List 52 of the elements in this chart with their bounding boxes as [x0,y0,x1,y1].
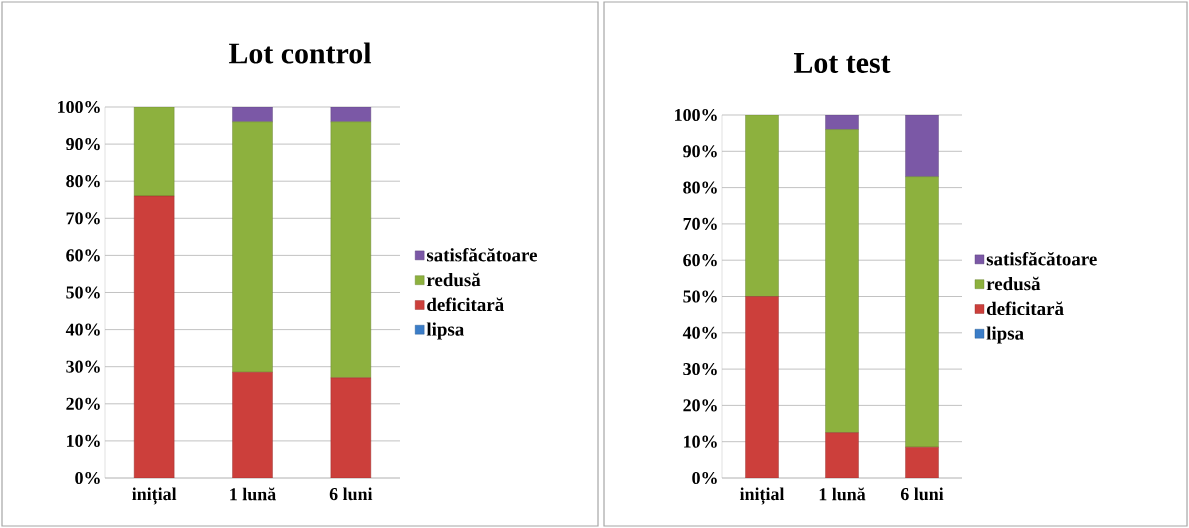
y-tick-label: 20% [66,397,100,410]
x-tick-label: 6 luni [900,487,944,501]
bar [825,115,859,130]
x-tick-label: 6 luni [329,487,373,501]
bar [232,372,273,478]
y-tick-label: 80% [66,175,100,188]
y-tick-label: 100% [675,108,717,122]
y-tick-label: 60% [683,254,717,267]
y-tick-label: 10% [684,435,717,448]
x-tick-label: inițial [739,487,785,505]
y-tick-label: 40% [682,326,717,339]
y-tick-label: 10% [67,434,100,447]
y-tick-label: 20% [683,399,717,412]
bar [330,121,372,379]
y-tick-label: 0% [75,471,100,485]
bar [905,446,939,478]
bar [745,115,779,297]
legend-label: lipsa [426,322,464,340]
legend-label: deficitară [986,301,1064,316]
y-tick-label: 70% [683,217,717,230]
legend-label: redusă [986,276,1041,291]
legend-label: redusă [426,272,481,287]
bar [905,176,939,448]
y-tick-label: 70% [66,212,100,225]
legend-label: satisfăcătoare [986,251,1097,266]
bar [825,432,859,478]
x-tick-label: 1 lună [230,487,276,501]
y-tick-label: 50% [66,286,100,299]
bar [232,121,273,373]
chart-title: Lot test [793,53,891,73]
legend-label: deficitară [427,297,504,312]
y-tick-label: 100% [58,100,100,114]
bar [330,377,372,478]
legend-label: satisfăcătoare [426,247,537,262]
bar [133,195,175,478]
y-tick-label: 50% [683,290,717,303]
y-tick-label: 60% [66,249,100,262]
x-tick-label: 1 lună [819,487,866,501]
y-tick-label: 80% [683,181,717,194]
bar [825,129,859,433]
bar [905,115,939,177]
y-tick-label: 90% [66,138,100,151]
x-tick-label: inițial [132,487,177,505]
y-tick-label: 30% [683,363,717,376]
bar [133,107,175,197]
y-tick-label: 90% [683,145,717,158]
legend-label: lipsa [986,326,1024,344]
chart-title: Lot control [228,42,372,64]
y-tick-label: 0% [692,471,717,485]
bar [745,296,779,478]
y-tick-label: 30% [66,360,100,373]
y-tick-label: 40% [65,323,100,336]
